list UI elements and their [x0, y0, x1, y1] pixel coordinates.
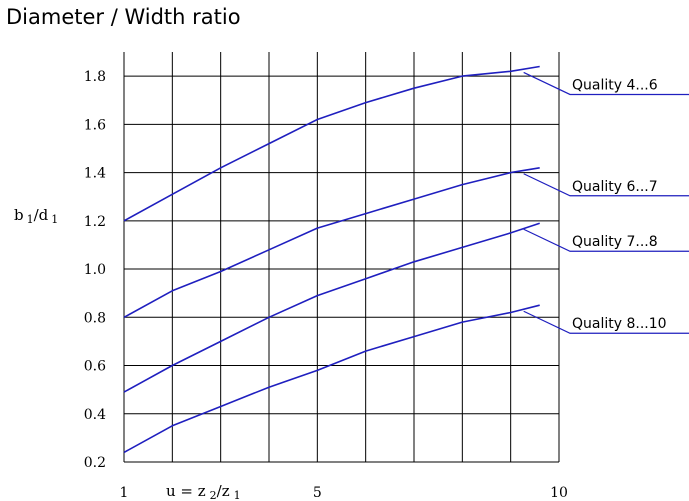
x-axis-label-prefix: u = z: [166, 482, 206, 500]
x-tick-label: 10: [550, 485, 568, 501]
series-line-2: [123, 167, 540, 319]
y-tick-label: 0.6: [84, 359, 106, 375]
x-axis-label-sub2: 1: [234, 489, 241, 501]
x-tick-label: 5: [313, 485, 322, 501]
legend-leader-3: [523, 228, 689, 252]
y-axis-label-b: b: [14, 206, 24, 224]
y-tick-label: 0.4: [84, 407, 106, 423]
x-axis-ticks: 1 5 10: [120, 485, 568, 501]
grid: [123, 52, 560, 463]
y-tick-label: 1.0: [84, 262, 106, 278]
y-tick-label: 1.8: [84, 69, 106, 85]
legend: Quality 4...6 Quality 6...7 Quality 7...8 Q…: [523, 71, 689, 334]
y-axis-ticks: 1.8 1.6 1.4 1.2 1.0 0.8 0.6 0.4 0.2: [84, 69, 106, 471]
legend-label-4: Quality 8...10: [572, 316, 667, 332]
chart-title: Diameter / Width ratio: [6, 5, 241, 29]
legend-leader-1: [523, 71, 689, 96]
legend-label-3: Quality 7...8: [572, 234, 658, 250]
y-tick-label: 1.6: [84, 117, 106, 133]
legend-leader-4: [523, 310, 689, 334]
legend-label-2: Quality 6...7: [572, 179, 658, 195]
legend-label-1: Quality 4...6: [572, 77, 658, 93]
y-tick-label: 1.2: [84, 214, 106, 230]
y-tick-label: 1.4: [84, 166, 106, 182]
series-layer: [123, 65, 540, 454]
series-line-3: [123, 222, 540, 393]
x-tick-label: 1: [120, 485, 129, 501]
y-axis-label: b 1/d 1: [14, 206, 58, 226]
y-tick-label: 0.8: [84, 310, 106, 326]
x-axis-label-sub1: 2: [210, 489, 217, 501]
x-axis-label-mid: /z: [217, 482, 230, 500]
series-line-4: [123, 304, 540, 454]
y-axis-label-slash: /d: [34, 206, 49, 224]
y-axis-label-sub2: 1: [51, 213, 58, 226]
y-tick-label: 0.2: [84, 455, 106, 471]
legend-leader-2: [523, 173, 689, 197]
series-line-1: [123, 65, 540, 222]
y-axis-label-sub1: 1: [27, 213, 34, 226]
x-axis-label: u = z 2/z 1: [166, 482, 241, 501]
